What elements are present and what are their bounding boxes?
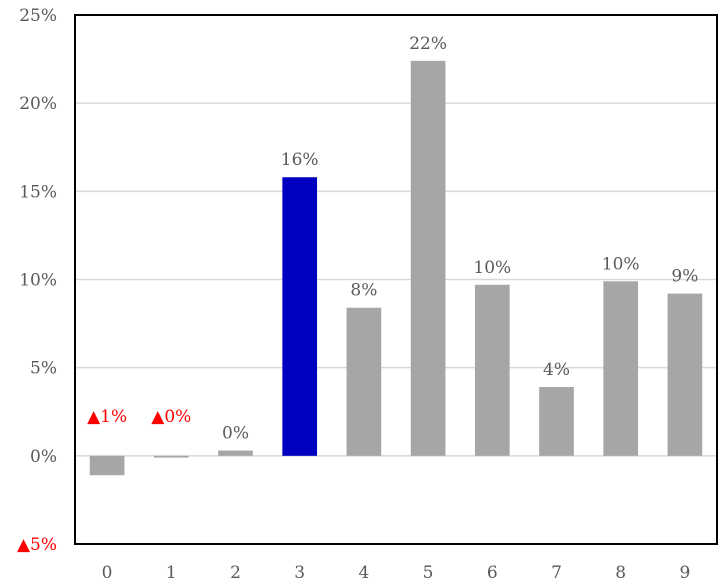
data-label: 10% (602, 254, 640, 274)
y-tick-label: 5% (30, 359, 57, 379)
data-label: 9% (671, 267, 698, 287)
data-label: 0% (222, 424, 249, 444)
y-axis-tick-labels: 25% 20% 15% 10% 5% 0% ▲5% (17, 6, 57, 555)
y-tick-label: 20% (19, 94, 57, 114)
x-tick-label: 3 (294, 563, 305, 583)
x-tick-label: 7 (551, 563, 562, 583)
data-label: 16% (281, 150, 319, 170)
plot-frame (74, 14, 718, 545)
x-tick-label: 2 (230, 563, 241, 583)
y-tick-label: 10% (19, 271, 57, 291)
bar-1 (153, 455, 189, 458)
bar-3 (282, 177, 318, 456)
x-tick-label: 8 (615, 563, 626, 583)
x-tick-label: 1 (166, 563, 177, 583)
x-tick-label: 4 (358, 563, 369, 583)
y-tick-label: 15% (19, 182, 57, 202)
bar-9 (667, 293, 703, 456)
y-tick-label: ▲5% (17, 535, 57, 555)
bar-8 (603, 281, 639, 456)
y-tick-label: 25% (19, 6, 57, 26)
data-label: 10% (473, 258, 511, 278)
data-label: ▲0% (151, 407, 191, 427)
bars (89, 60, 703, 476)
data-label: 8% (350, 281, 377, 301)
x-tick-label: 9 (679, 563, 690, 583)
bar-5 (410, 60, 446, 456)
bar-0 (89, 455, 125, 476)
x-tick-label: 5 (423, 563, 434, 583)
x-axis-tick-labels: 0 1 2 3 4 5 6 7 8 9 (102, 563, 691, 583)
bar-6 (474, 284, 510, 456)
data-label: ▲1% (87, 407, 127, 427)
bar-2 (218, 450, 253, 456)
data-label: 22% (409, 34, 447, 54)
bar-7 (539, 387, 574, 456)
data-labels: ▲1% ▲0% 0% 16% 8% 22% 10% 4% 10% 9% (87, 34, 698, 444)
data-label: 4% (543, 360, 570, 380)
x-tick-label: 6 (487, 563, 498, 583)
bar-4 (346, 307, 382, 456)
x-tick-label: 0 (102, 563, 113, 583)
y-tick-label: 0% (30, 447, 57, 467)
